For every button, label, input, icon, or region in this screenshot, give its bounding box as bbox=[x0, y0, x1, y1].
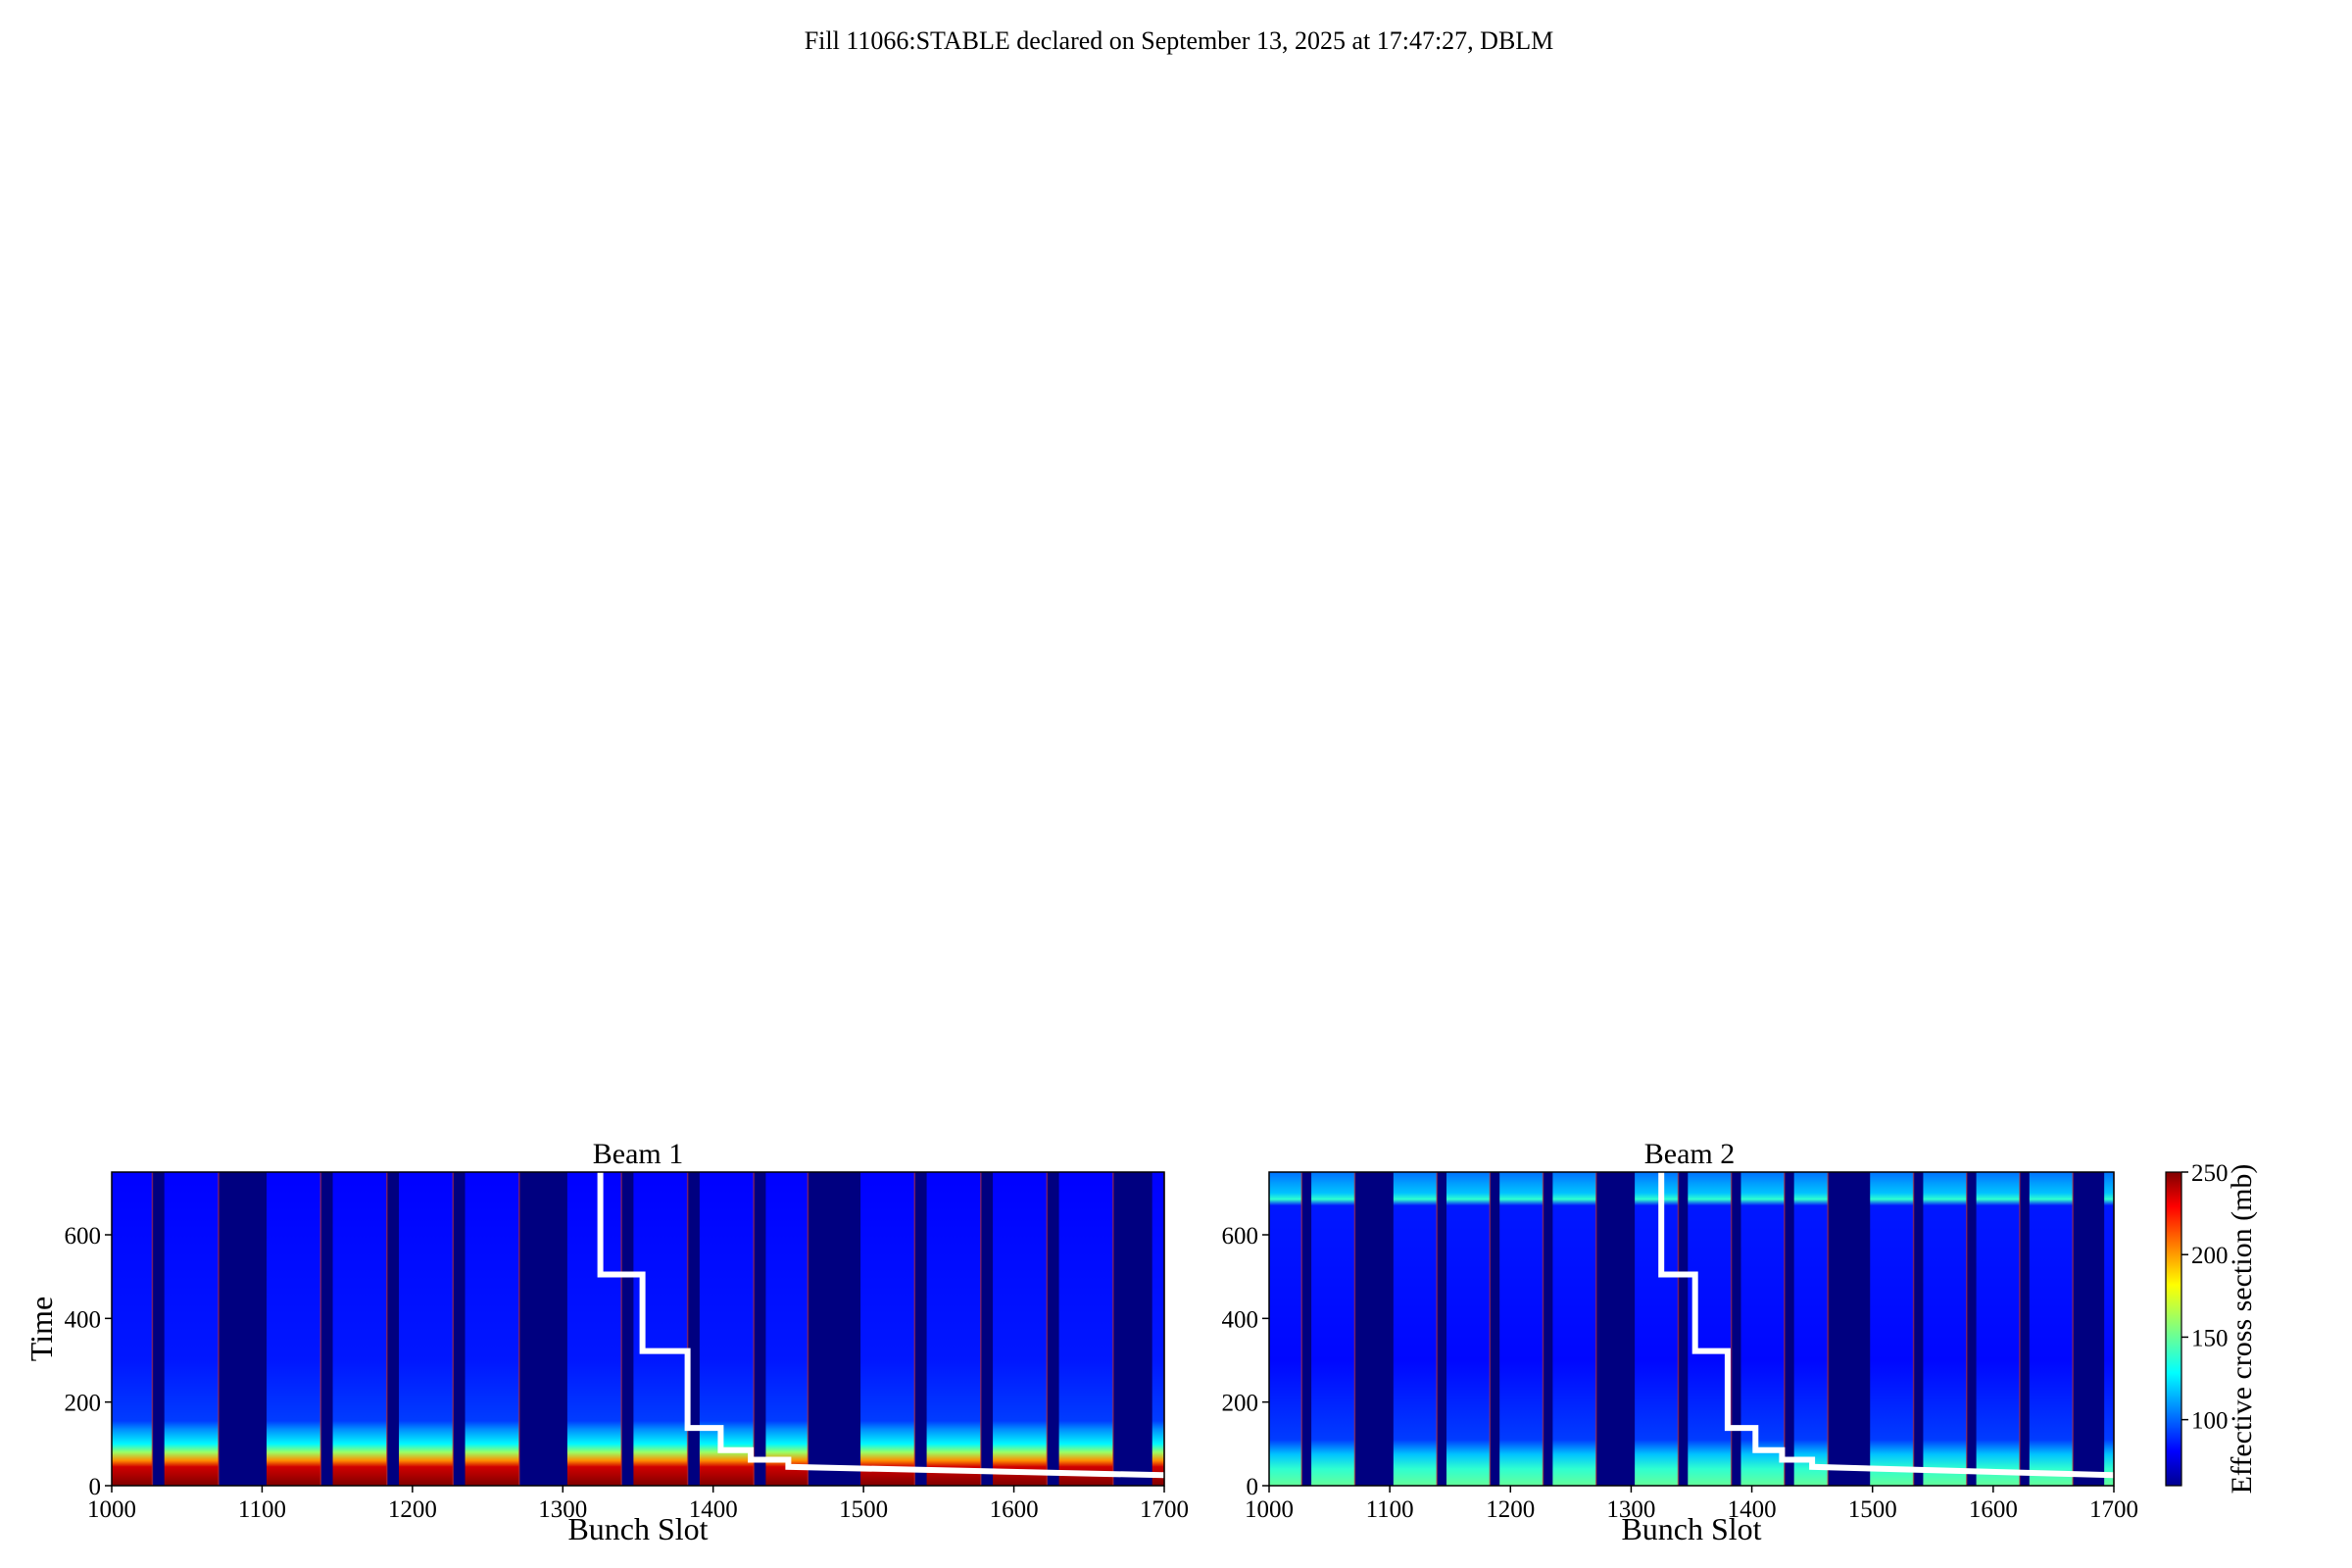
beam1-axes-frame bbox=[111, 1171, 1165, 1487]
beam2-train-12 bbox=[1976, 1172, 2020, 1486]
figure-suptitle: Fill 11066:STABLE declared on September … bbox=[805, 26, 1554, 55]
beam2-xtick-label: 1200 bbox=[1486, 1496, 1535, 1523]
beam2-y-ticks: 0 200 400 600 bbox=[1222, 1223, 1269, 1500]
beam2-panel: Beam 2 1000 1100 1200 1300 1400 1500 1600 1700 … bbox=[1222, 1138, 2139, 1546]
beam1-xlabel: Bunch Slot bbox=[567, 1511, 708, 1546]
colorbar-tick-label: 100 bbox=[2191, 1408, 2229, 1435]
beam2-train-1 bbox=[1311, 1172, 1355, 1486]
beam2-ytick-label: 600 bbox=[1222, 1223, 1259, 1250]
beam2-xtick-label: 1700 bbox=[2089, 1496, 2138, 1523]
colorbar-tick-label: 150 bbox=[2191, 1325, 2229, 1351]
beam1-train-12 bbox=[993, 1172, 1048, 1486]
beam2-xtick-label: 1300 bbox=[1606, 1496, 1655, 1523]
beam1-xtick-label: 1500 bbox=[839, 1496, 888, 1523]
beam2-train-14 bbox=[2104, 1172, 2114, 1486]
beam1-ytick-label: 600 bbox=[65, 1223, 102, 1250]
beam1-train-8 bbox=[699, 1172, 755, 1486]
beam1-train-0 bbox=[112, 1172, 153, 1486]
colorbar-label: Effective cross section (mb) bbox=[2226, 1164, 2258, 1494]
beam2-train-8 bbox=[1740, 1172, 1785, 1486]
colorbar: 100 150 200 250 Effective cross section (mb… bbox=[2165, 1160, 2258, 1494]
beam1-train-9 bbox=[765, 1172, 808, 1486]
beam1-xtick-label: 1600 bbox=[990, 1496, 1039, 1523]
beam2-train-2 bbox=[1393, 1172, 1438, 1486]
beam1-ytick-label: 200 bbox=[65, 1391, 102, 1417]
beam2-train-5 bbox=[1552, 1172, 1596, 1486]
beam2-step-line bbox=[1658, 1172, 2115, 1479]
beam1-train-1 bbox=[164, 1172, 219, 1486]
beam2-train-4 bbox=[1499, 1172, 1544, 1486]
beam1-panel: Beam 1 1000 1100 1200 1300 1400 1500 1600 1700 … bbox=[24, 1138, 1189, 1546]
beam1-train-5 bbox=[465, 1172, 519, 1486]
beam1-xtick-label: 1000 bbox=[87, 1496, 136, 1523]
beam2-xtick-label: 1500 bbox=[1848, 1496, 1897, 1523]
beam2-heatmap bbox=[1269, 1172, 2115, 1486]
beam2-train-3 bbox=[1446, 1172, 1491, 1486]
beam1-train-13 bbox=[1058, 1172, 1113, 1486]
beam1-ytick-label: 400 bbox=[65, 1306, 102, 1333]
beam1-title: Beam 1 bbox=[593, 1138, 683, 1170]
beam2-xtick-label: 1100 bbox=[1366, 1496, 1414, 1523]
beam1-xtick-label: 1400 bbox=[689, 1496, 738, 1523]
beam1-step-line bbox=[597, 1172, 1165, 1479]
colorbar-gradient bbox=[2165, 1171, 2182, 1487]
beam2-train-0 bbox=[1269, 1172, 1302, 1486]
beam1-train-11 bbox=[926, 1172, 981, 1486]
beam2-train-6 bbox=[1635, 1172, 1679, 1486]
beam2-x-ticks: 1000 1100 1200 1300 1400 1500 1600 1700 bbox=[1245, 1486, 2138, 1523]
beam2-ytick-label: 400 bbox=[1222, 1306, 1259, 1333]
beam2-train-13 bbox=[2029, 1172, 2074, 1486]
beam1-heatmap bbox=[112, 1172, 1165, 1486]
colorbar-tick-label: 250 bbox=[2191, 1160, 2229, 1187]
beam2-xtick-label: 1000 bbox=[1245, 1496, 1294, 1523]
beam1-train-10 bbox=[860, 1172, 915, 1486]
beam1-ylabel: Time bbox=[24, 1297, 59, 1361]
beam1-y-ticks: 0 200 400 600 bbox=[65, 1223, 112, 1500]
colorbar-ticks: 100 150 200 250 bbox=[2181, 1160, 2229, 1435]
beam1-train-3 bbox=[332, 1172, 387, 1486]
beam2-train-11 bbox=[1923, 1172, 1967, 1486]
colorbar-tick-label: 200 bbox=[2191, 1243, 2229, 1269]
beam2-xtick-label: 1600 bbox=[1969, 1496, 2018, 1523]
beam1-xtick-label: 1300 bbox=[538, 1496, 587, 1523]
beam2-train-10 bbox=[1870, 1172, 1914, 1486]
beam1-line-group bbox=[597, 1172, 1165, 1479]
beam1-xtick-label: 1100 bbox=[238, 1496, 286, 1523]
beam2-ytick-label: 200 bbox=[1222, 1391, 1259, 1417]
beam2-xtick-label: 1400 bbox=[1728, 1496, 1777, 1523]
beam1-xtick-label: 1700 bbox=[1140, 1496, 1189, 1523]
beam2-train-9 bbox=[1793, 1172, 1829, 1486]
beam2-axes-frame bbox=[1268, 1171, 2115, 1487]
beam1-train-4 bbox=[399, 1172, 454, 1486]
beam2-ytick-label: 0 bbox=[1247, 1474, 1259, 1500]
beam2-title: Beam 2 bbox=[1644, 1138, 1735, 1170]
beam1-x-ticks: 1000 1100 1200 1300 1400 1500 1600 1700 bbox=[87, 1486, 1189, 1523]
beam2-xlabel: Bunch Slot bbox=[1621, 1511, 1761, 1546]
beam2-line-group bbox=[1658, 1172, 2115, 1479]
beam1-train-2 bbox=[267, 1172, 321, 1486]
beam1-train-14 bbox=[1152, 1172, 1164, 1486]
beam1-ytick-label: 0 bbox=[89, 1474, 102, 1500]
beam1-train-6 bbox=[566, 1172, 622, 1486]
beam1-xtick-label: 1200 bbox=[388, 1496, 437, 1523]
